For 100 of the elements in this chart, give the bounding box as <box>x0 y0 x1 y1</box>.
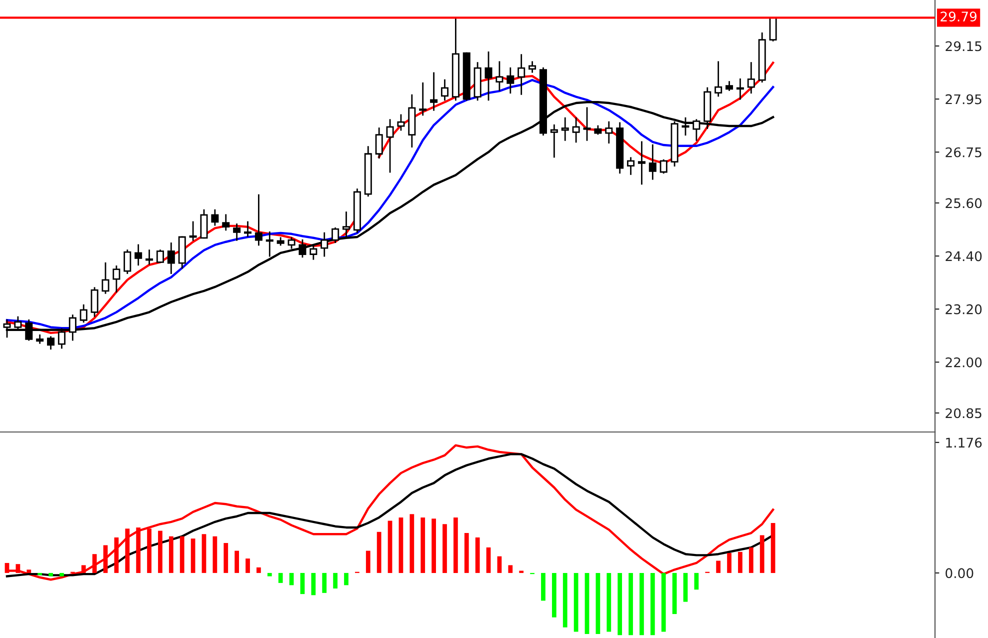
candlestick <box>156 250 164 263</box>
bar <box>48 572 53 576</box>
candlestick <box>124 250 132 274</box>
bar <box>26 570 32 573</box>
bar <box>289 572 294 586</box>
bar <box>442 524 447 573</box>
candlestick <box>146 250 154 265</box>
bar <box>38 572 42 576</box>
bar <box>344 572 348 586</box>
candlestick <box>310 244 318 260</box>
ref-line-label: 29.79 <box>940 12 977 22</box>
candlestick <box>648 144 656 180</box>
bar <box>552 572 556 618</box>
bar <box>300 572 305 594</box>
bar <box>541 572 546 601</box>
bar <box>760 535 764 573</box>
bar <box>683 572 688 602</box>
candlestick <box>660 159 668 174</box>
candlestick <box>638 141 646 185</box>
candlestick <box>692 119 700 141</box>
candlestick <box>288 237 296 249</box>
y-tick-label: 20.85 <box>946 408 982 418</box>
candlestick <box>682 117 690 136</box>
candlestick <box>189 221 197 241</box>
candlestick <box>583 107 591 141</box>
bar <box>694 572 699 590</box>
candlestick <box>90 287 98 317</box>
bar <box>584 572 590 634</box>
bar <box>190 538 196 573</box>
y-tick-label: 27.95 <box>946 94 982 104</box>
y-tick-label: 25.60 <box>946 198 982 208</box>
candlestick <box>386 119 394 173</box>
y-tick-label: 0.00 <box>946 568 974 578</box>
bar <box>596 572 600 634</box>
candlestick <box>769 16 777 42</box>
bar <box>136 527 141 573</box>
y-tick-label: 1.176 <box>946 438 982 448</box>
bar <box>103 545 108 573</box>
candlestick <box>134 244 142 266</box>
candlestick <box>320 232 328 257</box>
bar <box>410 514 414 573</box>
candlestick <box>627 157 635 175</box>
bar <box>628 572 633 636</box>
bar <box>738 552 742 573</box>
bar <box>508 565 513 573</box>
bar <box>147 528 152 573</box>
candlestick <box>222 214 230 231</box>
bar <box>246 558 250 573</box>
bar <box>125 528 130 573</box>
bar <box>748 547 754 573</box>
bar <box>486 547 491 573</box>
candlestick <box>550 124 558 158</box>
bar <box>158 530 162 573</box>
candlestick <box>484 51 492 101</box>
candlestick <box>506 67 514 94</box>
candlestick <box>254 194 262 246</box>
candlestick <box>572 117 580 143</box>
candlestick <box>112 265 120 293</box>
bar <box>716 560 721 573</box>
bar <box>234 550 240 573</box>
candlestick <box>561 117 569 141</box>
candlestick <box>244 221 252 237</box>
bar <box>333 572 338 588</box>
candlestick <box>266 231 274 257</box>
bar <box>60 572 64 576</box>
candlestick <box>298 239 306 258</box>
bar <box>661 572 666 632</box>
bar <box>168 536 174 573</box>
candlestick <box>605 121 613 144</box>
y-tick-label: 23.20 <box>946 304 982 314</box>
bar <box>16 564 20 573</box>
bar <box>727 552 732 573</box>
bar <box>278 572 283 583</box>
bar <box>562 572 568 628</box>
bar <box>574 572 578 632</box>
bar <box>388 520 392 573</box>
candlestick <box>332 227 340 244</box>
candlestick <box>397 114 405 131</box>
candlestick <box>528 61 536 73</box>
bar <box>497 556 502 573</box>
bar <box>650 572 655 636</box>
candlestick <box>714 61 722 97</box>
bar <box>212 536 218 573</box>
candlestick <box>200 209 208 239</box>
bar <box>114 537 119 573</box>
candlestick <box>167 242 175 274</box>
bar <box>376 532 382 573</box>
candlestick <box>419 82 427 116</box>
bar <box>311 572 316 596</box>
candlestick <box>102 262 110 294</box>
bar <box>366 550 370 573</box>
bar <box>398 517 404 573</box>
candlestick <box>47 336 55 350</box>
bar <box>672 572 677 614</box>
bar <box>322 572 327 593</box>
bar <box>618 572 622 636</box>
candlestick <box>80 304 88 323</box>
candlestick <box>342 212 350 238</box>
bar <box>202 534 206 573</box>
candlestick <box>496 61 504 91</box>
